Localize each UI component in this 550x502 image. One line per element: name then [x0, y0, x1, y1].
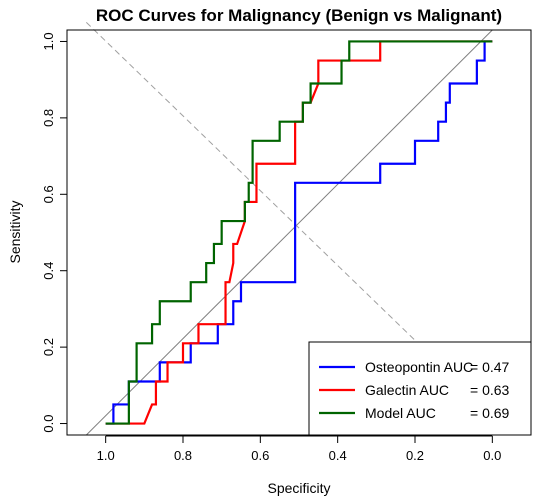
x-tick-label: 1.0 [97, 448, 115, 463]
x-tick-label: 0.6 [251, 448, 269, 463]
reference-lines [85, 21, 493, 436]
y-tick-label: 0.6 [41, 185, 56, 203]
x-tick-label: 0.0 [483, 448, 501, 463]
x-axis-label: Specificity [267, 480, 330, 496]
dashed-reference-line [85, 21, 455, 379]
legend-label: Galectin AUC [365, 382, 449, 398]
y-tick-label: 0.8 [41, 109, 56, 127]
diagonal-reference-line [85, 29, 493, 436]
y-tick-label: 0.0 [41, 414, 56, 432]
y-tick-label: 0.2 [41, 338, 56, 356]
roc-curve-model [105, 40, 493, 425]
y-axis-label: Sensitivity [7, 200, 23, 263]
legend-value: = 0.47 [470, 359, 510, 375]
plot-frame [66, 29, 532, 436]
y-axis: 0.0 0.2 0.4 0.6 0.8 1.0 [41, 32, 68, 433]
series-layer [105, 40, 493, 425]
x-tick-label: 0.8 [174, 448, 192, 463]
roc-curve-galectin [105, 40, 493, 425]
x-tick-label: 0.4 [329, 448, 347, 463]
roc-curve-osteopontin [105, 40, 493, 425]
y-tick-label: 1.0 [41, 32, 56, 50]
x-axis: 1.0 0.8 0.6 0.4 0.2 0.0 [97, 435, 501, 463]
x-tick-label: 0.2 [406, 448, 424, 463]
legend-value: = 0.63 [470, 382, 510, 398]
y-tick-label: 0.4 [41, 262, 56, 280]
legend-box [308, 341, 532, 436]
legend-label: Model AUC [365, 405, 436, 421]
legend-value: = 0.69 [470, 405, 510, 421]
legend: Osteopontin AUC= 0.47 Galectin AUC = 0.63 M… [308, 341, 532, 436]
legend-label: Osteopontin AUC [365, 359, 473, 375]
chart-title: ROC Curves for Malignancy (Benign vs Mal… [96, 6, 502, 25]
